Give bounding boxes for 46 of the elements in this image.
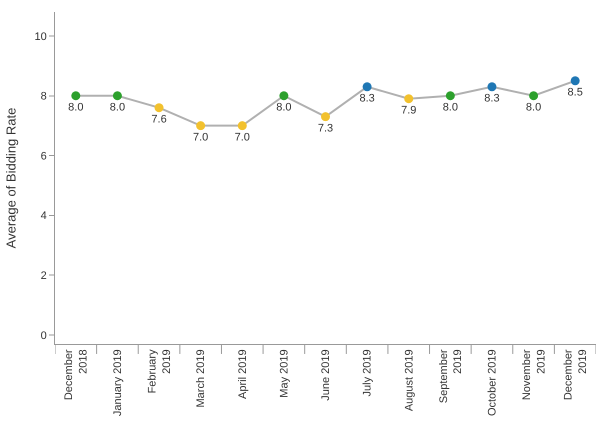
point [112, 91, 122, 100]
y-tick-label: 0 [40, 330, 47, 342]
y-tick-label: 4 [40, 210, 47, 222]
x-tick-label: June 2019 [320, 349, 332, 401]
x-tick-label: March 2019 [195, 349, 208, 408]
data-label: 8.5 [568, 86, 583, 99]
x-tick-label: November 2019 [521, 349, 548, 400]
y-tick-label: 10 [34, 30, 47, 43]
y-tick-label: 8 [40, 90, 47, 103]
point [154, 103, 164, 112]
data-label: 8.0 [442, 102, 458, 114]
x-tick-label: December 2018 [63, 349, 90, 400]
data-label: 7.0 [234, 132, 250, 144]
data-label: 8.3 [484, 92, 500, 105]
data-label: 8.3 [359, 92, 375, 105]
y-tick-label: 2 [40, 270, 47, 282]
x-tick-label: February 2019 [146, 348, 173, 394]
point [362, 82, 372, 92]
data-label: 8.0 [526, 102, 542, 114]
x-tick-label: December 2019 [562, 349, 589, 400]
point [279, 91, 288, 100]
y-axis-title: Average of Bidding Rate [4, 108, 18, 248]
x-tick-label: August 2019 [403, 349, 416, 412]
data-label: 8.0 [68, 102, 84, 114]
data-label: 8.0 [110, 102, 126, 114]
x-tick-label: July 2019 [362, 349, 374, 396]
data-label: 7.3 [318, 122, 334, 135]
data-label: 8.0 [276, 102, 292, 114]
point [529, 91, 538, 100]
data-label: 7.0 [193, 132, 208, 144]
point [71, 91, 80, 100]
point [238, 121, 247, 130]
point [196, 121, 206, 130]
x-tick-label: September 2019 [438, 349, 464, 404]
point [570, 76, 580, 86]
x-tick-label: April 2019 [236, 349, 249, 399]
x-tick-label: October 2019 [486, 349, 499, 416]
data-label: 7.9 [401, 104, 416, 117]
x-tick-label: May 2019 [278, 349, 290, 398]
point [321, 112, 330, 122]
x-tick-label: January 2019 [112, 349, 124, 416]
point [404, 94, 414, 104]
data-label: 7.6 [151, 114, 167, 126]
y-tick-label: 6 [40, 150, 47, 162]
point [446, 91, 455, 100]
point [487, 82, 496, 92]
